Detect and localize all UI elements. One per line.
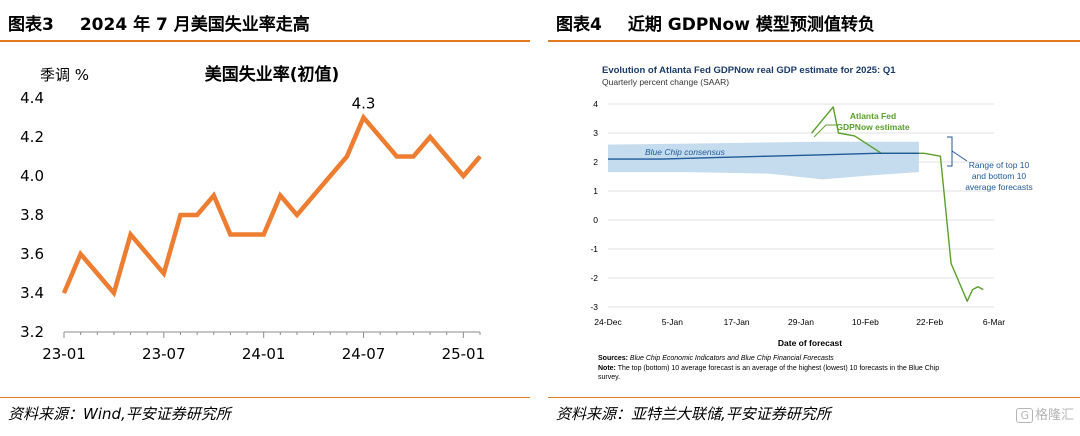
- forecast-range-band: [608, 141, 919, 180]
- unemployment-ytick-label: 4.4: [20, 89, 44, 107]
- right-source-note: 资料来源：亚特兰大联储,平安证券研究所: [556, 405, 831, 423]
- watermark: G 格隆汇: [1016, 404, 1074, 423]
- left-figure-panel: 图表3 2024 年 7 月美国失业率走高 季调 % 美国失业率(初值) 3.2 3…: [0, 0, 530, 436]
- gdpnow-xtick-label: 5-Jan: [662, 317, 684, 327]
- sources-label: Sources:: [598, 355, 628, 362]
- unemployment-ytick-label: 3.2: [20, 323, 44, 341]
- unemployment-point: [263, 234, 265, 235]
- unemployment-point: [146, 253, 148, 255]
- unemployment-xtick-label: 23-07: [142, 345, 186, 363]
- left-top-rule: [0, 40, 530, 42]
- unemployment-point: [479, 156, 481, 157]
- unemployment-point: [279, 195, 281, 196]
- bluechip-series-label: Blue Chip consensus: [645, 147, 726, 157]
- unemployment-point: [296, 214, 298, 216]
- note-text-line1: The top (bottom) 10 average forecast is …: [618, 365, 940, 372]
- left-bottom-rule: [0, 397, 530, 398]
- unemployment-ytick-label: 4.2: [20, 128, 44, 146]
- unemployment-point: [346, 156, 348, 157]
- unemployment-ytick-label: 3.4: [20, 284, 44, 302]
- svg-text:Note: The top (bottom) 10 aver: Note: The top (bottom) 10 average foreca…: [598, 365, 939, 372]
- bluechip-consensus-line: [608, 152, 919, 160]
- range-band-label-line2: and bottom 10: [972, 171, 1027, 181]
- gdpnow-ytick-label: -1: [590, 244, 598, 254]
- svg-text:Sources: Blue Chip Economic In: Sources: Blue Chip Economic Indicators a…: [598, 355, 834, 362]
- gdpnow-xtick-label: 17-Jan: [724, 317, 750, 327]
- unemployment-point: [462, 175, 464, 177]
- gdpnow-xtick-label: 10-Feb: [852, 317, 879, 327]
- unemployment-point: [213, 195, 215, 196]
- right-top-rule: [548, 40, 1080, 42]
- unemployment-line: [61, 113, 482, 298]
- gdpnow-ytick-label: 4: [593, 99, 598, 109]
- left-figure-title: 图表3 2024 年 7 月美国失业率走高: [8, 10, 310, 35]
- watermark-text: 格隆汇: [1034, 408, 1074, 423]
- gdpnow-xtick-label: 24-Dec: [594, 317, 622, 327]
- gdpnow-ytick-label: 1: [593, 186, 598, 196]
- unemployment-point: [379, 136, 381, 138]
- left-source-note: 资料来源：Wind,平安证券研究所: [8, 405, 231, 423]
- right-figure-heading: 近期 GDPNow 模型预测值转负: [627, 15, 875, 35]
- unemployment-point: [80, 253, 82, 255]
- gdpnow-ytick-label: 0: [593, 215, 598, 225]
- unemployment-point: [63, 292, 65, 294]
- gdpnow-ytick-label: 2: [593, 157, 598, 167]
- unemployment-chart: 季调 % 美国失业率(初值) 3.2 3.4 3.6 3.8 4.0 4.2 4.4 23-…: [20, 64, 486, 363]
- unemployment-point: [396, 156, 398, 157]
- gdpnow-ytick-label: -3: [590, 302, 598, 312]
- gdpnow-estimate-line: [811, 106, 984, 302]
- unemployment-point: [196, 214, 198, 216]
- unemployment-ylabel: 季调 %: [40, 66, 89, 84]
- unemployment-peak-label: 4.3: [352, 95, 376, 113]
- gdpnow-xtick-label: 6-Mar: [983, 317, 1005, 327]
- gdpnow-chart-subtitle: Quarterly percent change (SAAR): [602, 77, 729, 87]
- right-figure-panel: 图表4 近期 GDPNow 模型预测值转负 Evolution of Atlant…: [548, 0, 1080, 436]
- gdpnow-chart-title: Evolution of Atlanta Fed GDPNow real GDP…: [602, 65, 896, 76]
- unemployment-point: [163, 273, 165, 274]
- unemployment-point: [113, 292, 115, 294]
- watermark-logo-icon: G: [1016, 408, 1033, 423]
- unemployment-point: [179, 214, 181, 216]
- gdpnow-ytick-label: -2: [590, 273, 598, 283]
- gdpnow-notes: Sources: Blue Chip Economic Indicators a…: [598, 355, 939, 381]
- unemployment-xtick-label: 23-01: [42, 345, 86, 363]
- label-leader-lines: [813, 124, 968, 167]
- unemployment-point: [329, 175, 331, 177]
- range-band-label-line1: Range of top 10: [969, 160, 1030, 170]
- gdpnow-xtick-label: 22-Feb: [916, 317, 943, 327]
- unemployment-point: [96, 273, 98, 274]
- note-label: Note:: [598, 365, 616, 372]
- gdpnow-xtick-label: 29-Jan: [788, 317, 814, 327]
- gdpnow-ytick-label: 3: [593, 128, 598, 138]
- unemployment-point: [412, 156, 414, 157]
- unemployment-point: [446, 156, 448, 157]
- unemployment-point: [229, 234, 231, 235]
- unemployment-point: [246, 234, 248, 235]
- range-band-label-line3: average forecasts: [965, 182, 1033, 192]
- sources-text: Blue Chip Economic Indicators and Blue C…: [630, 355, 834, 362]
- unemployment-point: [313, 195, 315, 196]
- gdpnow-xlabel: Date of forecast: [778, 338, 842, 348]
- right-figure-label: 图表4: [556, 15, 602, 35]
- gdpnow-chart: Evolution of Atlanta Fed GDPNow real GDP…: [590, 65, 1033, 381]
- right-bottom-rule: [548, 397, 1080, 398]
- unemployment-xtick-label: 24-07: [342, 345, 386, 363]
- unemployment-ytick-label: 4.0: [20, 167, 44, 185]
- left-figure-label: 图表3: [8, 15, 54, 35]
- unemployment-ytick-label: 3.6: [20, 245, 44, 263]
- unemployment-xtick-label: 25-01: [442, 345, 486, 363]
- unemployment-point: [130, 234, 132, 235]
- left-figure-heading: 2024 年 7 月美国失业率走高: [79, 15, 310, 35]
- unemployment-point: [363, 117, 365, 118]
- note-text-line2: survey.: [598, 374, 620, 381]
- unemployment-xtick-label: 24-01: [242, 345, 286, 363]
- unemployment-chart-title: 美国失业率(初值): [205, 64, 340, 85]
- unemployment-point: [429, 136, 431, 138]
- gdpnow-series-label-line2: GDPNow estimate: [836, 122, 909, 132]
- gdpnow-series-label-line1: Atlanta Fed: [850, 111, 896, 121]
- unemployment-ytick-label: 3.8: [20, 206, 44, 224]
- right-figure-title: 图表4 近期 GDPNow 模型预测值转负: [556, 10, 875, 35]
